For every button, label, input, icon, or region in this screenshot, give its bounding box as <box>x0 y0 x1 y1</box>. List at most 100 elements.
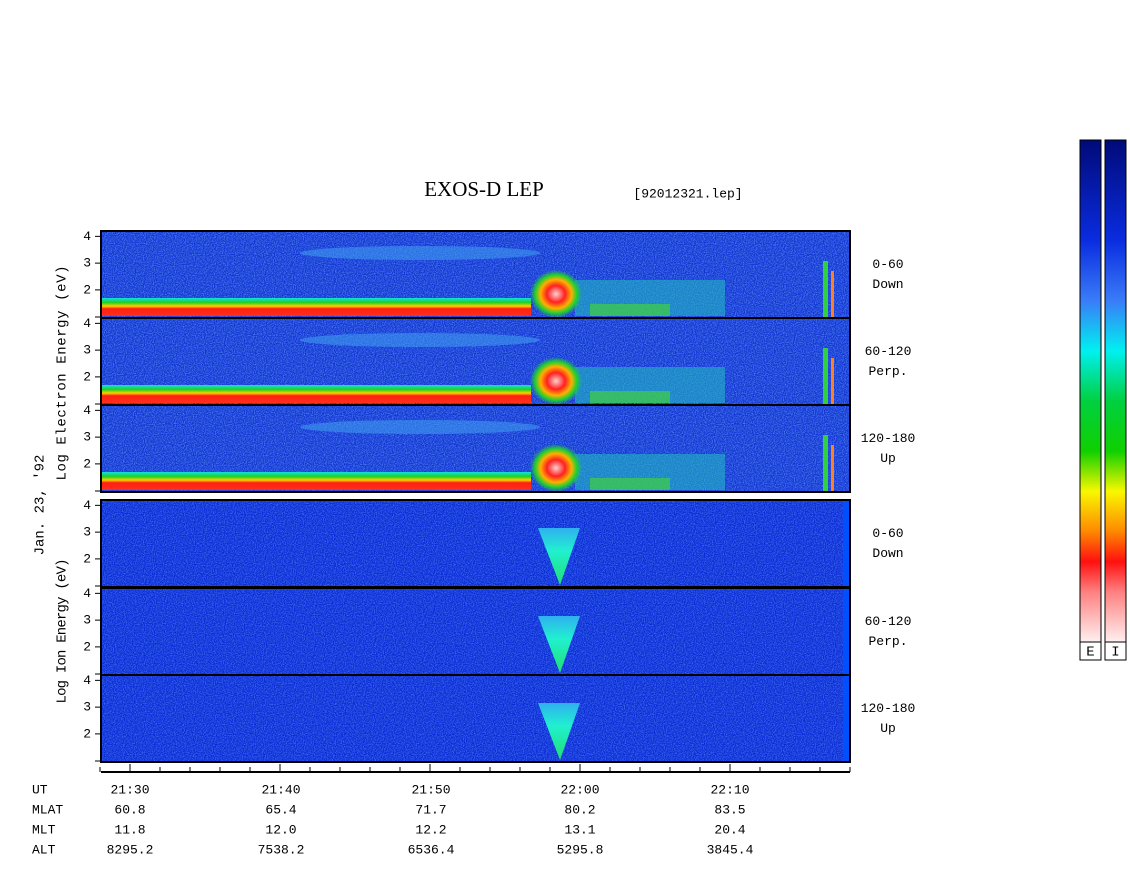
panel-sublabel: Perp. <box>868 364 907 379</box>
scatter-region <box>590 478 670 490</box>
edge-strip <box>843 588 850 675</box>
panel-frame <box>100 674 851 763</box>
row-value: 7538.2 <box>258 842 305 857</box>
y-tick-label: 4 <box>83 498 91 513</box>
row-value: 3845.4 <box>707 842 754 857</box>
panel-sublabel: Up <box>880 721 896 736</box>
heated-blob <box>530 270 582 318</box>
y-tick-label: 2 <box>83 369 91 384</box>
colorbar-label-box <box>1079 641 1102 661</box>
heated-blob <box>530 357 582 405</box>
y-tick-label: 3 <box>83 700 91 715</box>
y-tick-label: 2 <box>83 726 91 741</box>
panel-label: 120-180 <box>861 431 916 446</box>
spike <box>831 358 834 405</box>
colorbar-label-box <box>1104 641 1127 661</box>
panel-label: 60-120 <box>865 344 912 359</box>
spike <box>823 348 828 405</box>
row-value: 5295.8 <box>557 842 604 857</box>
panel-label: 0-60 <box>872 526 903 541</box>
spike <box>823 261 828 318</box>
panel-label: 120-180 <box>861 701 916 716</box>
row-name: UT <box>32 782 48 797</box>
y-tick-label: 4 <box>83 316 91 331</box>
row-value: 21:30 <box>110 782 149 797</box>
ion-funnel <box>538 528 580 585</box>
ion-funnel <box>538 703 580 760</box>
date-label: Jan. 23, '92 <box>33 455 49 556</box>
row-value: 6536.4 <box>408 842 455 857</box>
row-value: 71.7 <box>415 802 446 817</box>
spike <box>823 435 828 492</box>
panel-label: 0-60 <box>872 257 903 272</box>
ephemeris: UT 21:30 21:40 21:50 22:00 22:10 MLAT 60.8 65.4 7… <box>32 782 754 857</box>
y-tick-label: 3 <box>83 613 91 628</box>
edge-strip <box>843 500 850 587</box>
row-name: MLAT <box>32 802 63 817</box>
ion-axis-label: Log Ion Energy (eV) <box>55 559 71 704</box>
row-value: 21:40 <box>261 782 300 797</box>
row-value: 83.5 <box>714 802 745 817</box>
faint-band <box>300 420 540 434</box>
low-energy-band <box>101 472 531 490</box>
panels: 4 3 2 0-60 Down 4 3 2 60-120 Perp. 4 3 2 120-180 Up 4 3 2… <box>83 229 916 763</box>
spectrogram-panel: 4 3 2 120-180 Up <box>83 403 916 493</box>
texture <box>101 500 850 587</box>
plot-title: EXOS-D LEP <box>424 177 544 201</box>
row-value: 21:50 <box>411 782 450 797</box>
panel-sublabel: Down <box>872 277 903 292</box>
spectrogram-panel: 4 3 2 60-120 Perp. <box>83 316 912 406</box>
spectrogram-panel: 4 3 2 60-120 Perp. <box>83 586 912 676</box>
y-tick-label: 3 <box>83 430 91 445</box>
file-name: [92012321.lep] <box>633 186 742 201</box>
y-tick-label: 2 <box>83 639 91 654</box>
y-tick-label: 2 <box>83 282 91 297</box>
y-tick-label: 4 <box>83 403 91 418</box>
y-tick-label: 3 <box>83 525 91 540</box>
panel-sublabel: Perp. <box>868 634 907 649</box>
colorbar-label: E <box>1086 645 1094 661</box>
heated-blob <box>530 444 582 492</box>
panel-sublabel: Up <box>880 451 896 466</box>
y-tick-label: 4 <box>83 229 91 244</box>
row-value: 20.4 <box>714 822 745 837</box>
time-axis <box>99 764 851 773</box>
colorbar <box>1079 139 1102 643</box>
colorbars: E I <box>1079 139 1127 661</box>
row-value: 8295.2 <box>107 842 154 857</box>
y-tick-label: 2 <box>83 456 91 471</box>
row-value: 12.0 <box>265 822 296 837</box>
spike <box>831 445 834 492</box>
panel-frame <box>100 404 851 493</box>
y-tick-label: 2 <box>83 551 91 566</box>
row-value: 65.4 <box>265 802 296 817</box>
edge-strip <box>843 675 850 762</box>
y-tick-label: 3 <box>83 256 91 271</box>
faint-band <box>300 246 540 260</box>
spectrogram-panel: 4 3 2 120-180 Up <box>83 673 916 763</box>
y-tick-label: 3 <box>83 343 91 358</box>
y-tick-label: 4 <box>83 586 91 601</box>
texture <box>101 675 850 762</box>
row-value: 22:00 <box>560 782 599 797</box>
low-energy-band <box>101 298 531 316</box>
panel-sublabel: Down <box>872 546 903 561</box>
row-value: 80.2 <box>564 802 595 817</box>
panel-label: 60-120 <box>865 614 912 629</box>
spike <box>831 271 834 318</box>
scatter-region <box>590 391 670 403</box>
texture <box>101 588 850 675</box>
row-value: 11.8 <box>114 822 145 837</box>
faint-band <box>300 333 540 347</box>
ion-funnel <box>538 616 580 673</box>
electron-axis-label: Log Electron Energy (eV) <box>55 266 71 481</box>
scatter-region <box>590 304 670 316</box>
colorbar-label: I <box>1111 645 1119 661</box>
row-value: 60.8 <box>114 802 145 817</box>
y-tick-label: 4 <box>83 673 91 688</box>
row-value: 12.2 <box>415 822 446 837</box>
low-energy-band <box>101 385 531 403</box>
row-name: MLT <box>32 822 56 837</box>
row-value: 13.1 <box>564 822 595 837</box>
